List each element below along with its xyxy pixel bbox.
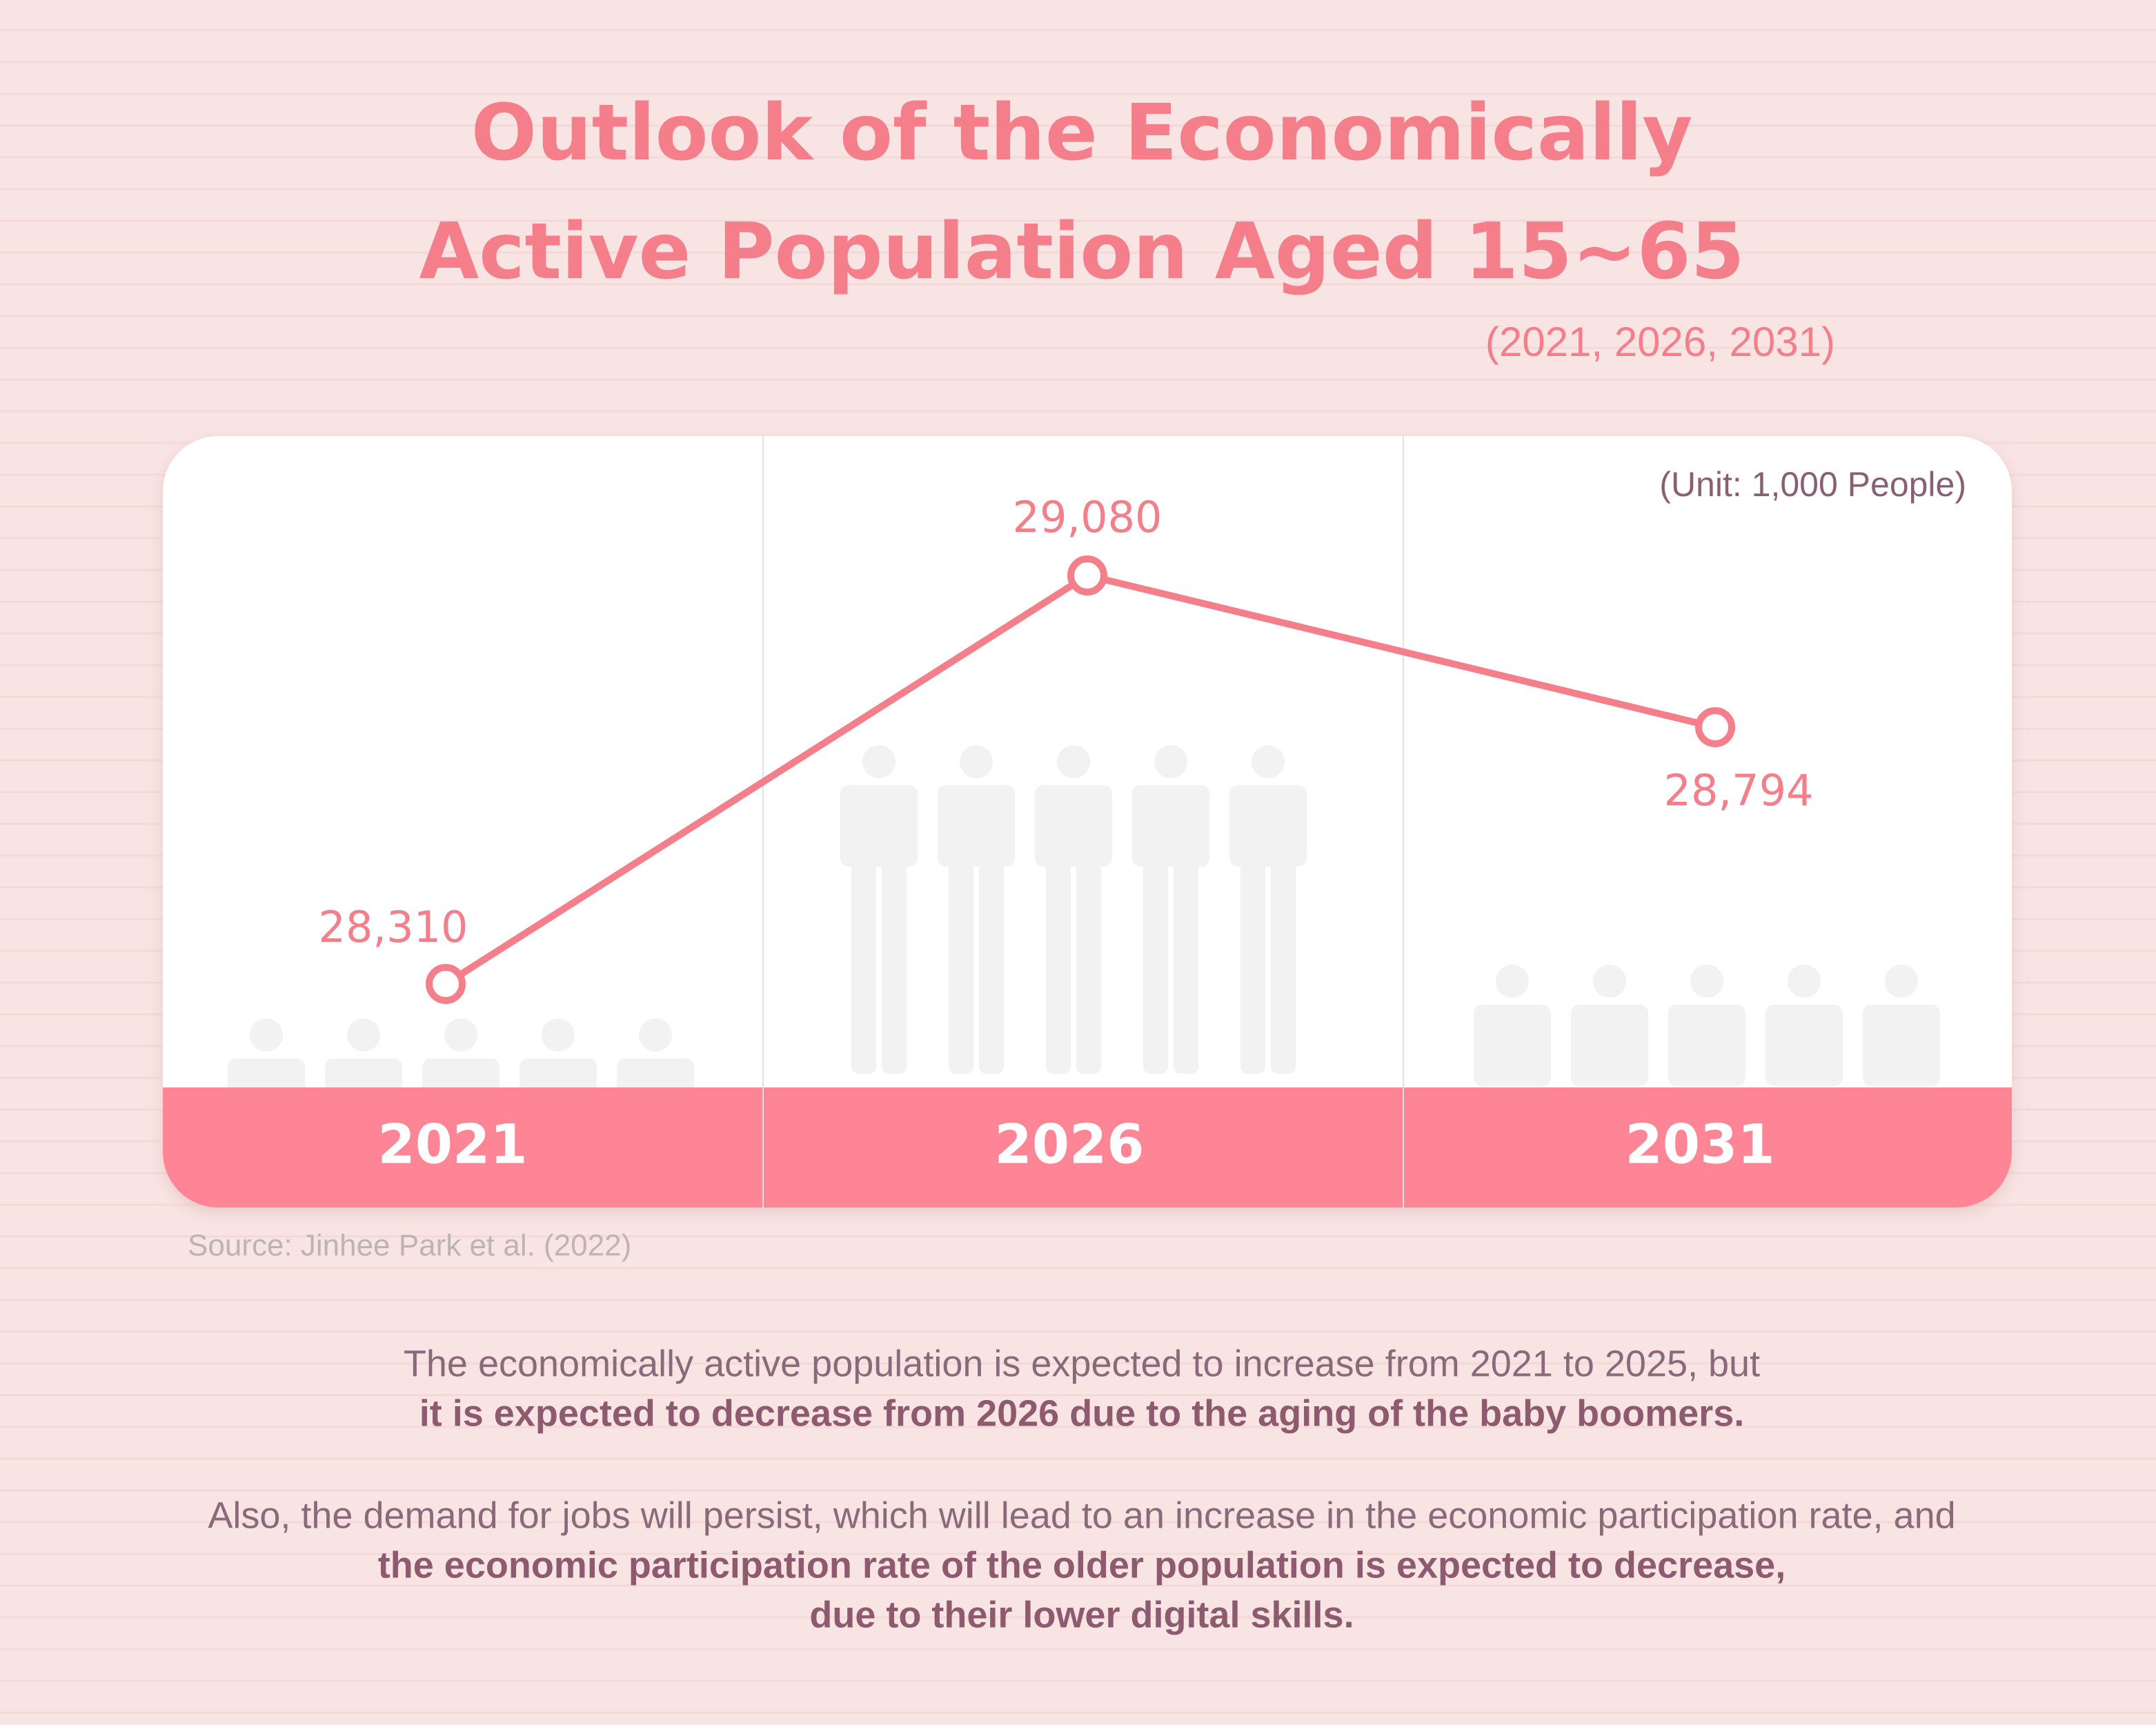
person-head [1496, 965, 1529, 998]
person-leg [949, 845, 973, 1074]
person-head [1154, 745, 1187, 778]
person-leg [851, 845, 876, 1074]
person-leg [882, 845, 907, 1074]
person-head [862, 745, 896, 778]
plot: 28,310 29,080 28,794 [319, 492, 1814, 1004]
x-tick-label: 2026 [994, 1114, 1144, 1176]
person-body [1668, 1005, 1745, 1086]
source: Source: Jinhee Park et al. (2022) [188, 1229, 631, 1263]
person-leg [1904, 1064, 1929, 1074]
person-body [1474, 1005, 1551, 1086]
value-label: 28,310 [319, 902, 468, 952]
note-emphasis: it is expected to decrease from 2026 due… [419, 1392, 1744, 1434]
value-label: 29,080 [1013, 492, 1163, 542]
person-head [542, 1018, 575, 1052]
person-head [1690, 965, 1723, 998]
person-leg [1679, 1064, 1704, 1074]
point [426, 964, 466, 1004]
person-head [1788, 965, 1821, 998]
person-leg [1174, 845, 1198, 1074]
person-leg [1582, 1064, 1607, 1074]
person-body [1766, 1005, 1843, 1086]
person-leg [979, 845, 1004, 1074]
note-text: The economically active population is ex… [404, 1343, 1760, 1384]
band [163, 1087, 2012, 1208]
person-leg [1046, 845, 1071, 1074]
person-leg [1777, 1064, 1801, 1074]
person-leg [1515, 1064, 1540, 1074]
point [1067, 555, 1107, 595]
person-head [1593, 965, 1626, 998]
subtitle: (2021, 2026, 2031) [1485, 319, 1835, 365]
person-leg [1807, 1064, 1832, 1074]
person-leg [1710, 1064, 1734, 1074]
person-body [1571, 1005, 1648, 1086]
note-emphasis: due to their lower digital skills. [809, 1594, 1354, 1635]
person-head [444, 1018, 477, 1052]
notes: The economically active population is ex… [208, 1343, 1955, 1635]
x-tick-label: 2021 [377, 1114, 527, 1176]
title: Outlook of the Economically [471, 88, 1693, 178]
note-emphasis: the economic participation rate of the o… [378, 1544, 1786, 1586]
person-head [250, 1018, 283, 1052]
point [1695, 707, 1735, 747]
unit-note: (Unit: 1,000 People) [1659, 465, 1966, 504]
title: Active Population Aged 15~65 [419, 207, 1744, 297]
x-tick-label: 2031 [1625, 1114, 1774, 1176]
person-leg [1240, 845, 1265, 1074]
person-head [960, 745, 993, 778]
note-text: Also, the demand for jobs will persist, … [208, 1495, 1955, 1536]
person-leg [1612, 1064, 1637, 1074]
person-leg [1271, 845, 1296, 1074]
person-leg [1485, 1064, 1510, 1074]
person-leg [1874, 1064, 1899, 1074]
person-body [1863, 1005, 1940, 1086]
person-head [1885, 965, 1918, 998]
year-band [163, 1087, 2012, 1208]
person-head [639, 1018, 672, 1052]
person-leg [1076, 845, 1101, 1074]
person-head [347, 1018, 380, 1052]
person-head [1252, 745, 1285, 778]
person-leg [1143, 845, 1168, 1074]
person-head [1057, 745, 1090, 778]
value-label: 28,794 [1664, 765, 1814, 816]
